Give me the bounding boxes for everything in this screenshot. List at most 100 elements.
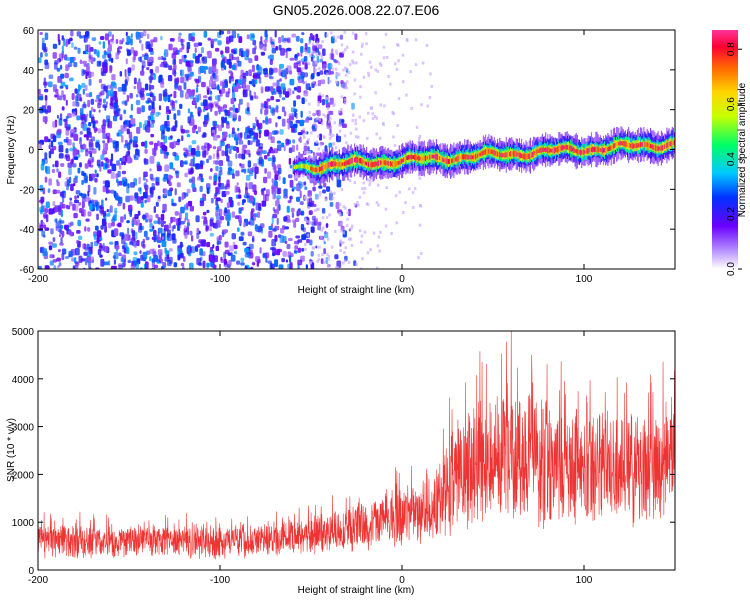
heatmap-cell — [220, 61, 225, 68]
heatmap-cell — [328, 142, 333, 148]
heatmap-cell — [311, 125, 316, 130]
heatmap-cell — [153, 229, 157, 237]
heatmap-cell — [321, 99, 326, 106]
heatmap-cell — [96, 159, 101, 167]
heatmap-cell — [665, 143, 667, 149]
heatmap-cell — [358, 229, 362, 233]
heatmap-cell — [309, 221, 313, 225]
heatmap-cell — [228, 35, 234, 42]
heatmap-cell — [344, 246, 347, 250]
heatmap-cell — [247, 231, 253, 237]
heatmap-cell — [477, 153, 479, 158]
heatmap-cell — [100, 258, 105, 267]
heatmap-cell — [563, 145, 565, 150]
heatmap-cell — [274, 200, 279, 207]
heatmap-cell — [178, 32, 182, 36]
heatmap-cell — [436, 154, 439, 161]
heatmap-cell — [354, 33, 358, 40]
heatmap-cell — [397, 59, 400, 63]
heatmap-cell — [360, 234, 364, 238]
heatmap-cell — [79, 59, 83, 65]
heatmap-cell — [527, 153, 529, 159]
heatmap-cell — [127, 259, 132, 264]
heatmap-cell — [48, 150, 52, 159]
heatmap-cell — [60, 163, 65, 167]
heatmap-cell — [102, 54, 107, 59]
heatmap-cell — [59, 220, 65, 224]
heatmap-cell — [165, 106, 170, 112]
heatmap-cell — [245, 174, 251, 181]
heatmap-cell — [497, 151, 499, 157]
heatmap-cell — [202, 108, 205, 113]
heatmap-cell — [205, 118, 208, 125]
heatmap-cell — [94, 129, 97, 133]
heatmap-cell — [86, 65, 90, 73]
heatmap-cell — [269, 247, 275, 251]
heatmap-cell — [61, 253, 65, 261]
heatmap-cell — [340, 162, 342, 167]
heatmap-cell — [595, 146, 597, 152]
heatmap-cell — [170, 93, 173, 97]
heatmap-cell — [346, 217, 349, 221]
heatmap-cell — [64, 72, 69, 79]
heatmap-cell — [226, 155, 230, 162]
heatmap-cell — [352, 158, 355, 163]
heatmap-cell — [44, 136, 49, 143]
heatmap-cell — [223, 258, 227, 265]
heatmap-cell — [166, 114, 170, 121]
heatmap-cell — [276, 206, 280, 215]
heatmap-cell — [343, 98, 347, 102]
heatmap-cell — [285, 259, 288, 263]
heatmap-cell — [312, 80, 315, 84]
heatmap-cell — [297, 239, 303, 243]
heatmap-cell — [251, 78, 255, 86]
heatmap-cell — [292, 186, 296, 190]
heatmap-cell — [384, 159, 386, 166]
heatmap-cell — [128, 140, 132, 145]
heatmap-cell — [98, 109, 101, 113]
heatmap-cell — [94, 99, 99, 103]
heatmap-cell — [168, 222, 171, 229]
heatmap-cell — [144, 261, 149, 269]
heatmap-cell — [149, 248, 155, 254]
heatmap-cell — [189, 95, 194, 100]
heatmap-cell — [270, 95, 275, 101]
heatmap-cell — [375, 116, 378, 120]
heatmap-cell — [65, 99, 68, 106]
heatmap-cell — [89, 110, 92, 119]
heatmap-cell — [384, 32, 388, 36]
heatmap-cell — [227, 160, 233, 167]
heatmap-cell — [373, 161, 375, 167]
heatmap-cell — [125, 58, 128, 65]
heatmap-cell — [68, 62, 73, 67]
heatmap-cell — [137, 56, 141, 62]
heatmap-cell — [68, 167, 72, 176]
heatmap-cell — [226, 202, 230, 209]
heatmap-cell — [423, 156, 425, 161]
heatmap-cell — [213, 195, 217, 200]
heatmap-cell — [325, 72, 329, 76]
heatmap-cell — [114, 86, 117, 90]
heatmap-cell — [524, 153, 526, 160]
heatmap-cell — [212, 153, 216, 159]
heatmap-cell — [396, 161, 398, 167]
heatmap-cell — [483, 149, 486, 155]
heatmap-cell — [547, 147, 549, 154]
heatmap-cell — [104, 142, 108, 150]
heatmap-cell — [307, 62, 311, 66]
heatmap-cell — [243, 168, 247, 174]
heatmap-cell — [315, 167, 317, 173]
heatmap-cell — [330, 245, 334, 249]
heatmap-cell — [375, 201, 379, 204]
heatmap-cell — [262, 68, 267, 72]
heatmap-cell — [295, 235, 301, 239]
heatmap-cell — [146, 66, 150, 71]
heatmap-cell — [229, 53, 234, 61]
heatmap-cell — [316, 196, 320, 200]
heatmap-cell — [389, 82, 392, 86]
heatmap-cell — [249, 33, 255, 41]
spectrogram-x-label: Height of straight line (km) — [298, 285, 415, 296]
heatmap-cell — [78, 255, 83, 263]
heatmap-cell — [313, 122, 316, 126]
